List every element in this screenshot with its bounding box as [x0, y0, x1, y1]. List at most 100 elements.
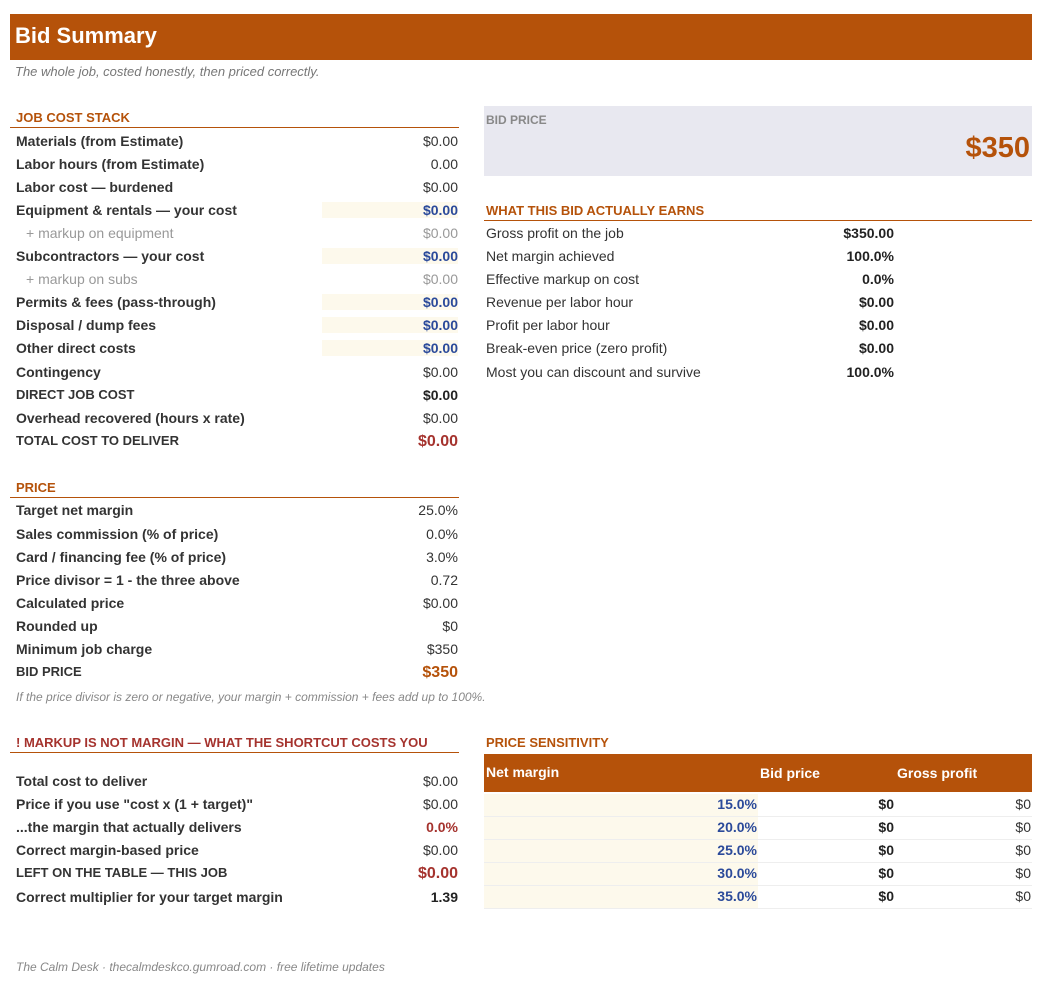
- price-row[interactable]: Calculated price $0.00: [10, 592, 459, 615]
- earns-row[interactable]: Profit per labor hour $0.00: [484, 314, 1032, 337]
- title-banner: Bid Summary: [10, 14, 1032, 60]
- earns-label: Net margin achieved: [486, 248, 615, 264]
- price-value: 0.72: [430, 572, 458, 588]
- price-row[interactable]: Price divisor = 1 - the three above 0.72: [10, 569, 459, 592]
- bid-value: $0: [878, 842, 894, 858]
- cost-row-permits[interactable]: Permits & fees (pass-through) $0.00: [10, 291, 459, 314]
- cost-row-overhead[interactable]: Overhead recovered (hours x rate) $0.00: [10, 407, 459, 430]
- margin-value: 30.0%: [717, 865, 757, 881]
- earns-value: $0.00: [858, 294, 894, 310]
- price-row[interactable]: Target net margin 25.0%: [10, 499, 459, 522]
- earns-row[interactable]: Gross profit on the job $350.00: [484, 222, 1032, 245]
- price-value: $0.00: [422, 595, 458, 611]
- bid-value: $0: [878, 865, 894, 881]
- sensitivity-row[interactable]: 20.0% $0 $0: [484, 817, 1032, 840]
- other-costs-input[interactable]: $0.00: [322, 340, 458, 356]
- cost-value: $0.00: [422, 364, 458, 380]
- sensitivity-table-header: Net margin Bid price Gross profit: [484, 754, 1032, 792]
- price-row-bid[interactable]: BID PRICE $350: [10, 661, 459, 684]
- margin-cell[interactable]: 35.0%: [484, 886, 758, 908]
- cost-label: Permits & fees (pass-through): [16, 294, 216, 310]
- page-title: Bid Summary: [15, 23, 157, 48]
- cost-value: $0.00: [422, 225, 458, 241]
- price-row[interactable]: Rounded up $0: [10, 615, 459, 638]
- col-net-margin: Net margin: [486, 764, 560, 780]
- margin-cell[interactable]: 15.0%: [484, 794, 758, 816]
- price-value: 25.0%: [418, 502, 458, 518]
- margin-value: 20.0%: [717, 819, 757, 835]
- markup-row[interactable]: Correct margin-based price $0.00: [10, 839, 459, 862]
- earns-value: $350.00: [843, 225, 894, 241]
- markup-label: Correct margin-based price: [16, 842, 199, 858]
- cost-label: Subcontractors — your cost: [16, 248, 205, 264]
- cost-label: Labor hours (from Estimate): [16, 156, 205, 172]
- cost-label: Labor cost — burdened: [16, 179, 174, 195]
- cost-row-labor-hours[interactable]: Labor hours (from Estimate) 0.00: [10, 153, 459, 176]
- cost-label: Disposal / dump fees: [16, 317, 157, 333]
- equipment-cost-input[interactable]: $0.00: [322, 202, 458, 218]
- sensitivity-row[interactable]: 15.0% $0 $0: [484, 794, 1032, 817]
- cost-label: Overhead recovered (hours x rate): [16, 410, 245, 426]
- markup-row[interactable]: Correct multiplier for your target margi…: [10, 886, 459, 909]
- margin-value: 15.0%: [717, 796, 757, 812]
- margin-cell[interactable]: 25.0%: [484, 840, 758, 862]
- earns-label: Most you can discount and survive: [486, 364, 701, 380]
- cost-row-equipment[interactable]: Equipment & rentals — your cost $0.00: [10, 199, 459, 222]
- cost-row-subcontractors[interactable]: Subcontractors — your cost $0.00: [10, 245, 459, 268]
- markup-label: LEFT ON THE TABLE — THIS JOB: [16, 865, 228, 880]
- cost-row-materials[interactable]: Materials (from Estimate) $0.00: [10, 130, 459, 153]
- margin-cell[interactable]: 20.0%: [484, 817, 758, 839]
- cost-row-equipment-markup[interactable]: + markup on equipment $0.00: [10, 222, 459, 245]
- bid-value: $0: [878, 819, 894, 835]
- cost-value: $0.00: [422, 179, 458, 195]
- price-label: Minimum job charge: [16, 641, 153, 657]
- profit-value: $0: [1015, 819, 1031, 835]
- earns-row[interactable]: Break-even price (zero profit) $0.00: [484, 337, 1032, 360]
- markup-row[interactable]: LEFT ON THE TABLE — THIS JOB $0.00: [10, 862, 459, 885]
- earns-row[interactable]: Effective markup on cost 0.0%: [484, 268, 1032, 291]
- earns-label: Revenue per labor hour: [486, 294, 634, 310]
- price-label: Price divisor = 1 - the three above: [16, 572, 240, 588]
- earns-row[interactable]: Revenue per labor hour $0.00: [484, 291, 1032, 314]
- footer-credit: The Calm Desk · thecalmdeskco.gumroad.co…: [16, 960, 385, 974]
- markup-value: $0.00: [422, 796, 458, 812]
- permits-fees-input[interactable]: $0.00: [322, 294, 458, 310]
- cost-row-labor-cost[interactable]: Labor cost — burdened $0.00: [10, 176, 459, 199]
- margin-cell[interactable]: 30.0%: [484, 863, 758, 885]
- earns-label: Break-even price (zero profit): [486, 340, 668, 356]
- cost-row-direct-job-cost[interactable]: DIRECT JOB COST $0.00: [10, 384, 459, 407]
- markup-row[interactable]: Total cost to deliver $0.00: [10, 770, 459, 793]
- cost-row-other[interactable]: Other direct costs $0.00: [10, 337, 459, 360]
- profit-value: $0: [1015, 842, 1031, 858]
- bid-price-box: BID PRICE $350: [484, 106, 1032, 176]
- cost-value: $0.00: [422, 271, 458, 287]
- price-label: Sales commission (% of price): [16, 526, 219, 542]
- cost-label: TOTAL COST TO DELIVER: [16, 433, 179, 448]
- subcontractor-cost-input[interactable]: $0.00: [322, 248, 458, 264]
- cost-row-contingency[interactable]: Contingency $0.00: [10, 361, 459, 384]
- cost-label: DIRECT JOB COST: [16, 387, 135, 402]
- cost-row-total[interactable]: TOTAL COST TO DELIVER $0.00: [10, 430, 459, 453]
- price-row[interactable]: Minimum job charge $350: [10, 638, 459, 661]
- price-label: Rounded up: [16, 618, 98, 634]
- markup-row[interactable]: Price if you use "cost x (1 + target)" $0…: [10, 793, 459, 816]
- cost-row-subs-markup[interactable]: + markup on subs $0.00: [10, 268, 459, 291]
- price-row[interactable]: Card / financing fee (% of price) 3.0%: [10, 546, 459, 569]
- col-gross-profit: Gross profit: [897, 765, 978, 781]
- price-heading: PRICE: [10, 480, 459, 498]
- cost-label: Other direct costs: [16, 340, 136, 356]
- price-value: 0.0%: [426, 526, 458, 542]
- earns-heading: WHAT THIS BID ACTUALLY EARNS: [484, 203, 1032, 221]
- col-bid-price: Bid price: [760, 765, 820, 781]
- sensitivity-row[interactable]: 30.0% $0 $0: [484, 863, 1032, 886]
- price-row[interactable]: Sales commission (% of price) 0.0%: [10, 523, 459, 546]
- earns-row[interactable]: Most you can discount and survive 100.0%: [484, 361, 1032, 384]
- margin-value: 35.0%: [717, 888, 757, 904]
- cost-row-disposal[interactable]: Disposal / dump fees $0.00: [10, 314, 459, 337]
- markup-row[interactable]: ...the margin that actually delivers 0.0%: [10, 816, 459, 839]
- sensitivity-row[interactable]: 35.0% $0 $0: [484, 886, 1032, 909]
- disposal-fees-input[interactable]: $0.00: [322, 317, 458, 333]
- sensitivity-row[interactable]: 25.0% $0 $0: [484, 840, 1032, 863]
- earns-row[interactable]: Net margin achieved 100.0%: [484, 245, 1032, 268]
- profit-value: $0: [1015, 888, 1031, 904]
